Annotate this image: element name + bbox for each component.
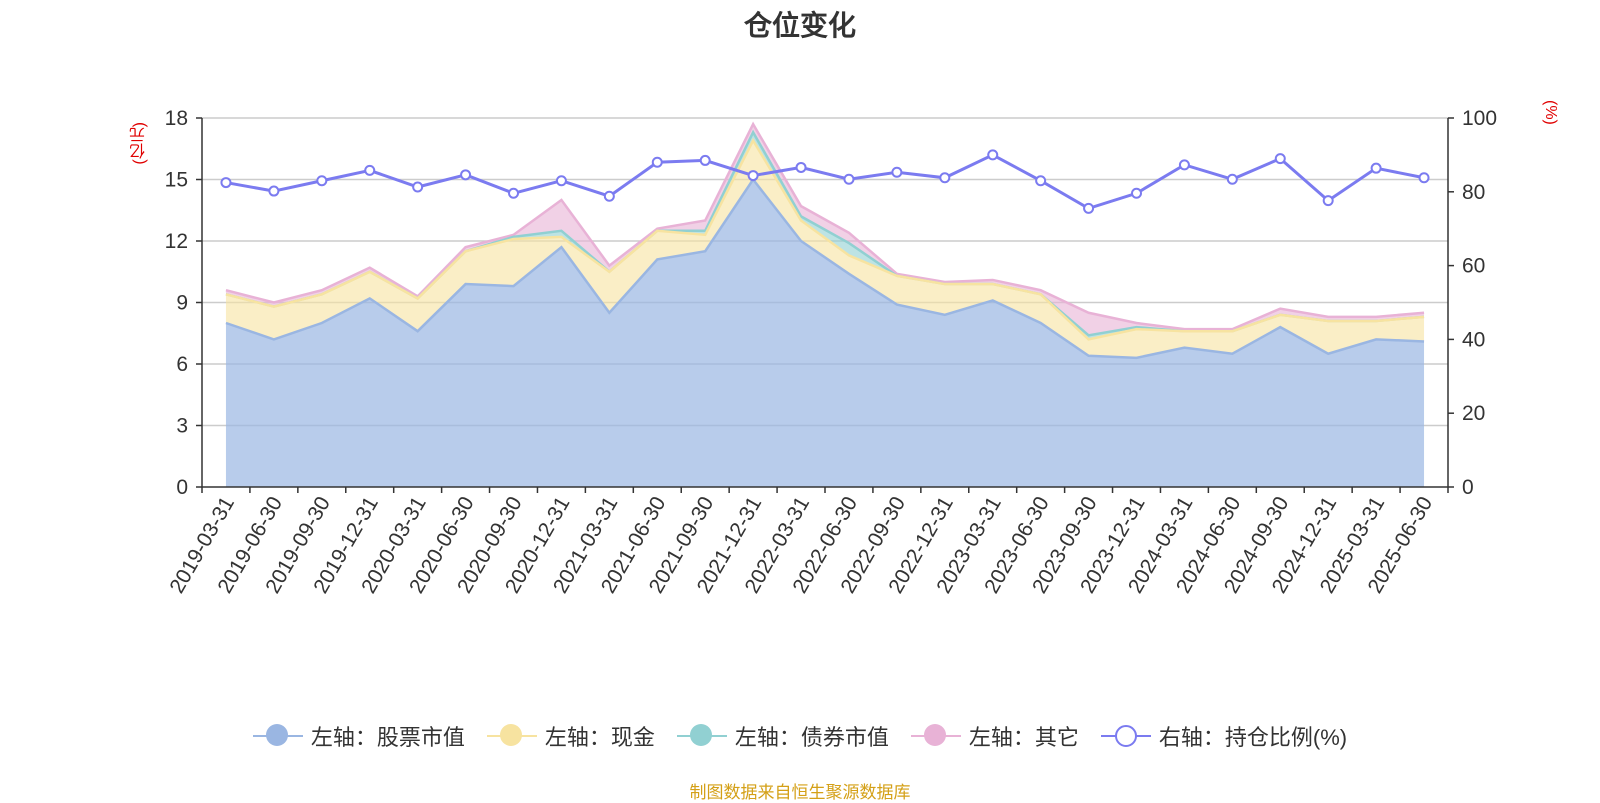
position-ratio-point [1131,187,1142,199]
legend-item-cash[interactable]: 左轴：现金 [486,720,655,752]
position-ratio-point [1418,172,1430,184]
area-line-3 [225,121,1425,331]
position-ratio-point [1035,175,1047,187]
left-tick-label: 3 [176,415,188,438]
position-ratio-point [987,149,999,161]
position-ratio-point [508,187,519,199]
left-tick-label: 0 [176,476,188,499]
legend-marker-position-ratio [1100,724,1151,748]
right-tick-label: 40 [1462,328,1485,351]
legend-label-other: 左轴：其它 [968,725,1079,750]
right-tick-label: 20 [1462,402,1485,425]
right-tick-label: 80 [1462,181,1485,204]
position-ratio-point [220,177,232,189]
area-line-0 [225,177,1425,360]
position-ratio-point [651,156,663,168]
position-ratio-point [699,154,711,166]
left-tick-label: 9 [176,292,188,315]
legend-marker-bond [676,724,727,748]
position-ratio-point [1083,202,1095,214]
position-ratio-point [364,164,376,176]
left-tick-label: 15 [165,169,188,192]
data-source-note: 制图数据来自恒生聚源数据库 [689,783,911,802]
legend-item-position-ratio[interactable]: 右轴：持仓比例(%) [1100,720,1348,752]
left-tick-label: 6 [176,353,188,376]
position-ratio-point [555,175,567,187]
legend-label-cash: 左轴：现金 [544,725,655,750]
legend-label-position-ratio: 右轴：持仓比例(%) [1158,725,1348,750]
position-ratio-point [412,181,424,193]
legend-item-other[interactable]: 左轴：其它 [910,720,1079,752]
area-2 [225,132,1425,340]
legend-marker-stock [252,724,303,748]
legend-label-stock: 左轴：股票市值 [310,725,465,750]
position-ratio-point [795,161,807,173]
legend-label-bond: 左轴：债券市值 [734,725,889,750]
right-tick-label: 60 [1462,255,1485,278]
position-ratio-point [268,185,280,197]
position-ratio-point [747,170,759,182]
position-ratio-point [1178,159,1190,171]
chart-legend: 左轴：股票市值 左轴：现金 左轴：债券市值 左轴：其它 右轴：持仓比例(%) [0,720,1600,752]
position-ratio-point [1370,162,1382,174]
position-ratio-point [1226,173,1238,185]
position-ratio-point [843,173,855,185]
right-tick-label: 0 [1462,476,1474,499]
position-ratio-point [316,175,328,187]
area-0 [225,179,1425,487]
right-tick-label: 100 [1462,107,1497,130]
legend-item-stock[interactable]: 左轴：股票市值 [252,720,465,752]
legend-marker-other [910,724,961,748]
legend-item-bond[interactable]: 左轴：债券市值 [676,720,889,752]
area-line-1 [225,137,1425,341]
position-ratio-point [1322,195,1334,207]
position-ratio-line [225,153,1425,211]
left-tick-label: 12 [165,230,188,253]
position-ratio-point [939,172,951,184]
position-ratio-point [460,169,472,181]
left-tick-label: 18 [165,107,188,130]
chart-title: 仓位变化 [743,10,856,41]
position-ratio-point [1274,153,1286,165]
position-ratio-point [891,166,903,178]
area-3 [225,124,1425,336]
right-axis-unit-label: (%) [1542,100,1559,125]
position-ratio-point [603,190,615,202]
area-1 [225,140,1425,358]
legend-marker-cash [486,724,537,748]
